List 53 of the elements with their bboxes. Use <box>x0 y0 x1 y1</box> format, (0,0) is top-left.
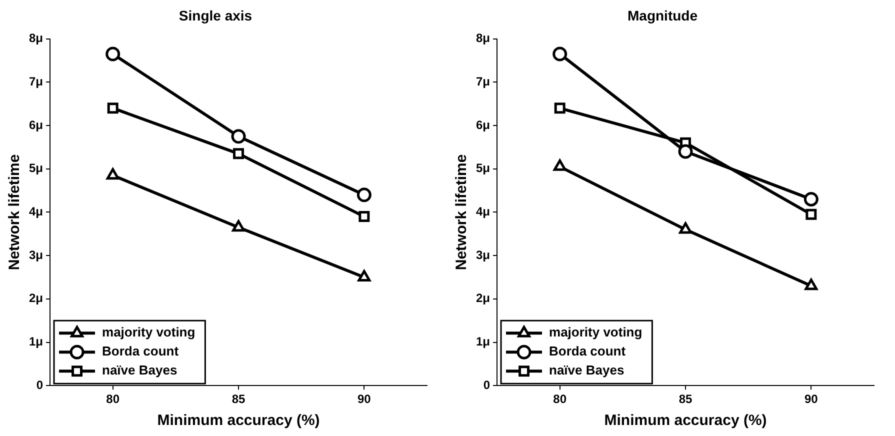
x-tick-label: 85 <box>678 392 692 406</box>
y-tick-label: 4μ <box>29 204 44 219</box>
point <box>106 46 120 62</box>
y-tick-label: 5μ <box>29 161 44 176</box>
point <box>804 278 818 290</box>
y-tick-label: 0 <box>36 378 44 392</box>
y-tick-label: 7μ <box>29 74 44 88</box>
y-tick-label: 4μ <box>476 204 490 219</box>
point <box>552 46 568 62</box>
legend-label: Borda count <box>549 344 626 359</box>
x-tick-label: 85 <box>232 392 246 406</box>
legend-label: majority voting <box>549 324 642 340</box>
point <box>356 188 372 202</box>
y-tick-label: 8μ <box>476 31 490 46</box>
chart-title: Single axis <box>178 7 252 24</box>
point <box>806 208 817 220</box>
y-tick-label: 0 <box>483 378 490 392</box>
legend-label: naïve Bayes <box>549 362 624 378</box>
point <box>358 270 371 282</box>
point <box>107 102 118 114</box>
y-tick-label: 5μ <box>476 161 490 176</box>
y-tick-label: 8μ <box>29 31 44 46</box>
x-tick-label: 80 <box>106 392 120 406</box>
point <box>232 220 245 232</box>
point <box>233 148 244 160</box>
x-axis-title: Minimum accuracy (%) <box>604 412 767 430</box>
y-axis-title: Network lifetime <box>453 154 470 270</box>
y-tick-label: 6μ <box>29 118 44 132</box>
y-tick-label: 3μ <box>476 248 490 262</box>
legend-label: Borda count <box>102 344 180 359</box>
legend-label: majority voting <box>102 324 196 340</box>
point <box>678 144 693 159</box>
point <box>804 192 818 206</box>
x-axis-title: Minimum accuracy (%) <box>157 412 320 430</box>
point <box>679 222 692 234</box>
y-tick-label: 1μ <box>476 334 490 349</box>
y-tick-label: 3μ <box>29 248 44 262</box>
point <box>358 211 370 222</box>
y-tick-label: 6μ <box>476 118 490 132</box>
x-tick-label: 90 <box>804 392 818 406</box>
point <box>553 159 566 171</box>
x-tick-label: 90 <box>357 392 372 406</box>
x-tick-label: 80 <box>553 392 567 406</box>
chart-title: Magnitude <box>628 7 698 24</box>
point <box>554 102 566 114</box>
y-tick-label: 2μ <box>29 291 44 306</box>
legend-label: naïve Bayes <box>102 362 178 378</box>
point <box>106 168 120 180</box>
y-axis-title: Network lifetime <box>6 154 24 270</box>
y-tick-label: 1μ <box>29 334 44 349</box>
point <box>231 129 246 144</box>
y-tick-label: 2μ <box>476 291 490 306</box>
y-tick-label: 7μ <box>476 74 490 88</box>
